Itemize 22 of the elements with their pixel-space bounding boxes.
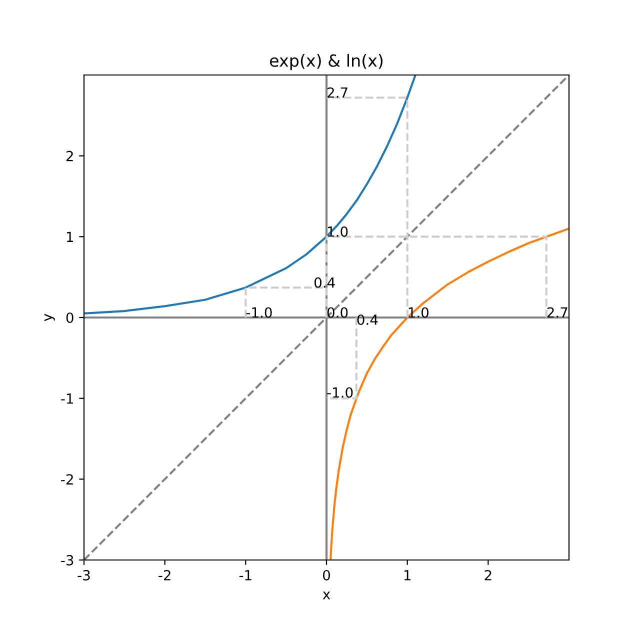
- annotation: 2.7: [328, 87, 348, 98]
- annotation: 0.0: [327, 307, 348, 318]
- annotation: 2.7: [547, 307, 568, 318]
- y-tick-label: -2: [61, 474, 73, 484]
- x-tick-label: -3: [78, 570, 90, 580]
- x-tick-label: -2: [158, 570, 170, 580]
- y-axis-title: y: [44, 314, 55, 322]
- y-tick-label: -1: [61, 393, 73, 404]
- x-tick-label: 0: [322, 570, 330, 580]
- annotation: -1.0: [246, 307, 272, 318]
- chart-title: exp(x) & ln(x): [270, 54, 383, 70]
- y-tick-label: 2: [66, 150, 73, 162]
- x-tick-label: -1: [239, 570, 252, 580]
- x-axis-title: x: [322, 592, 330, 600]
- y-tick-label: -3: [61, 554, 74, 566]
- annotation: 0.4: [357, 314, 378, 325]
- annotation: -1.0: [327, 387, 353, 398]
- x-tick-label: 2: [484, 570, 492, 580]
- x-tick-label: 1: [404, 570, 410, 580]
- annotation: 0.4: [314, 277, 335, 288]
- y-tick-label: 1: [66, 232, 73, 242]
- y-tick-label: 0: [66, 312, 74, 323]
